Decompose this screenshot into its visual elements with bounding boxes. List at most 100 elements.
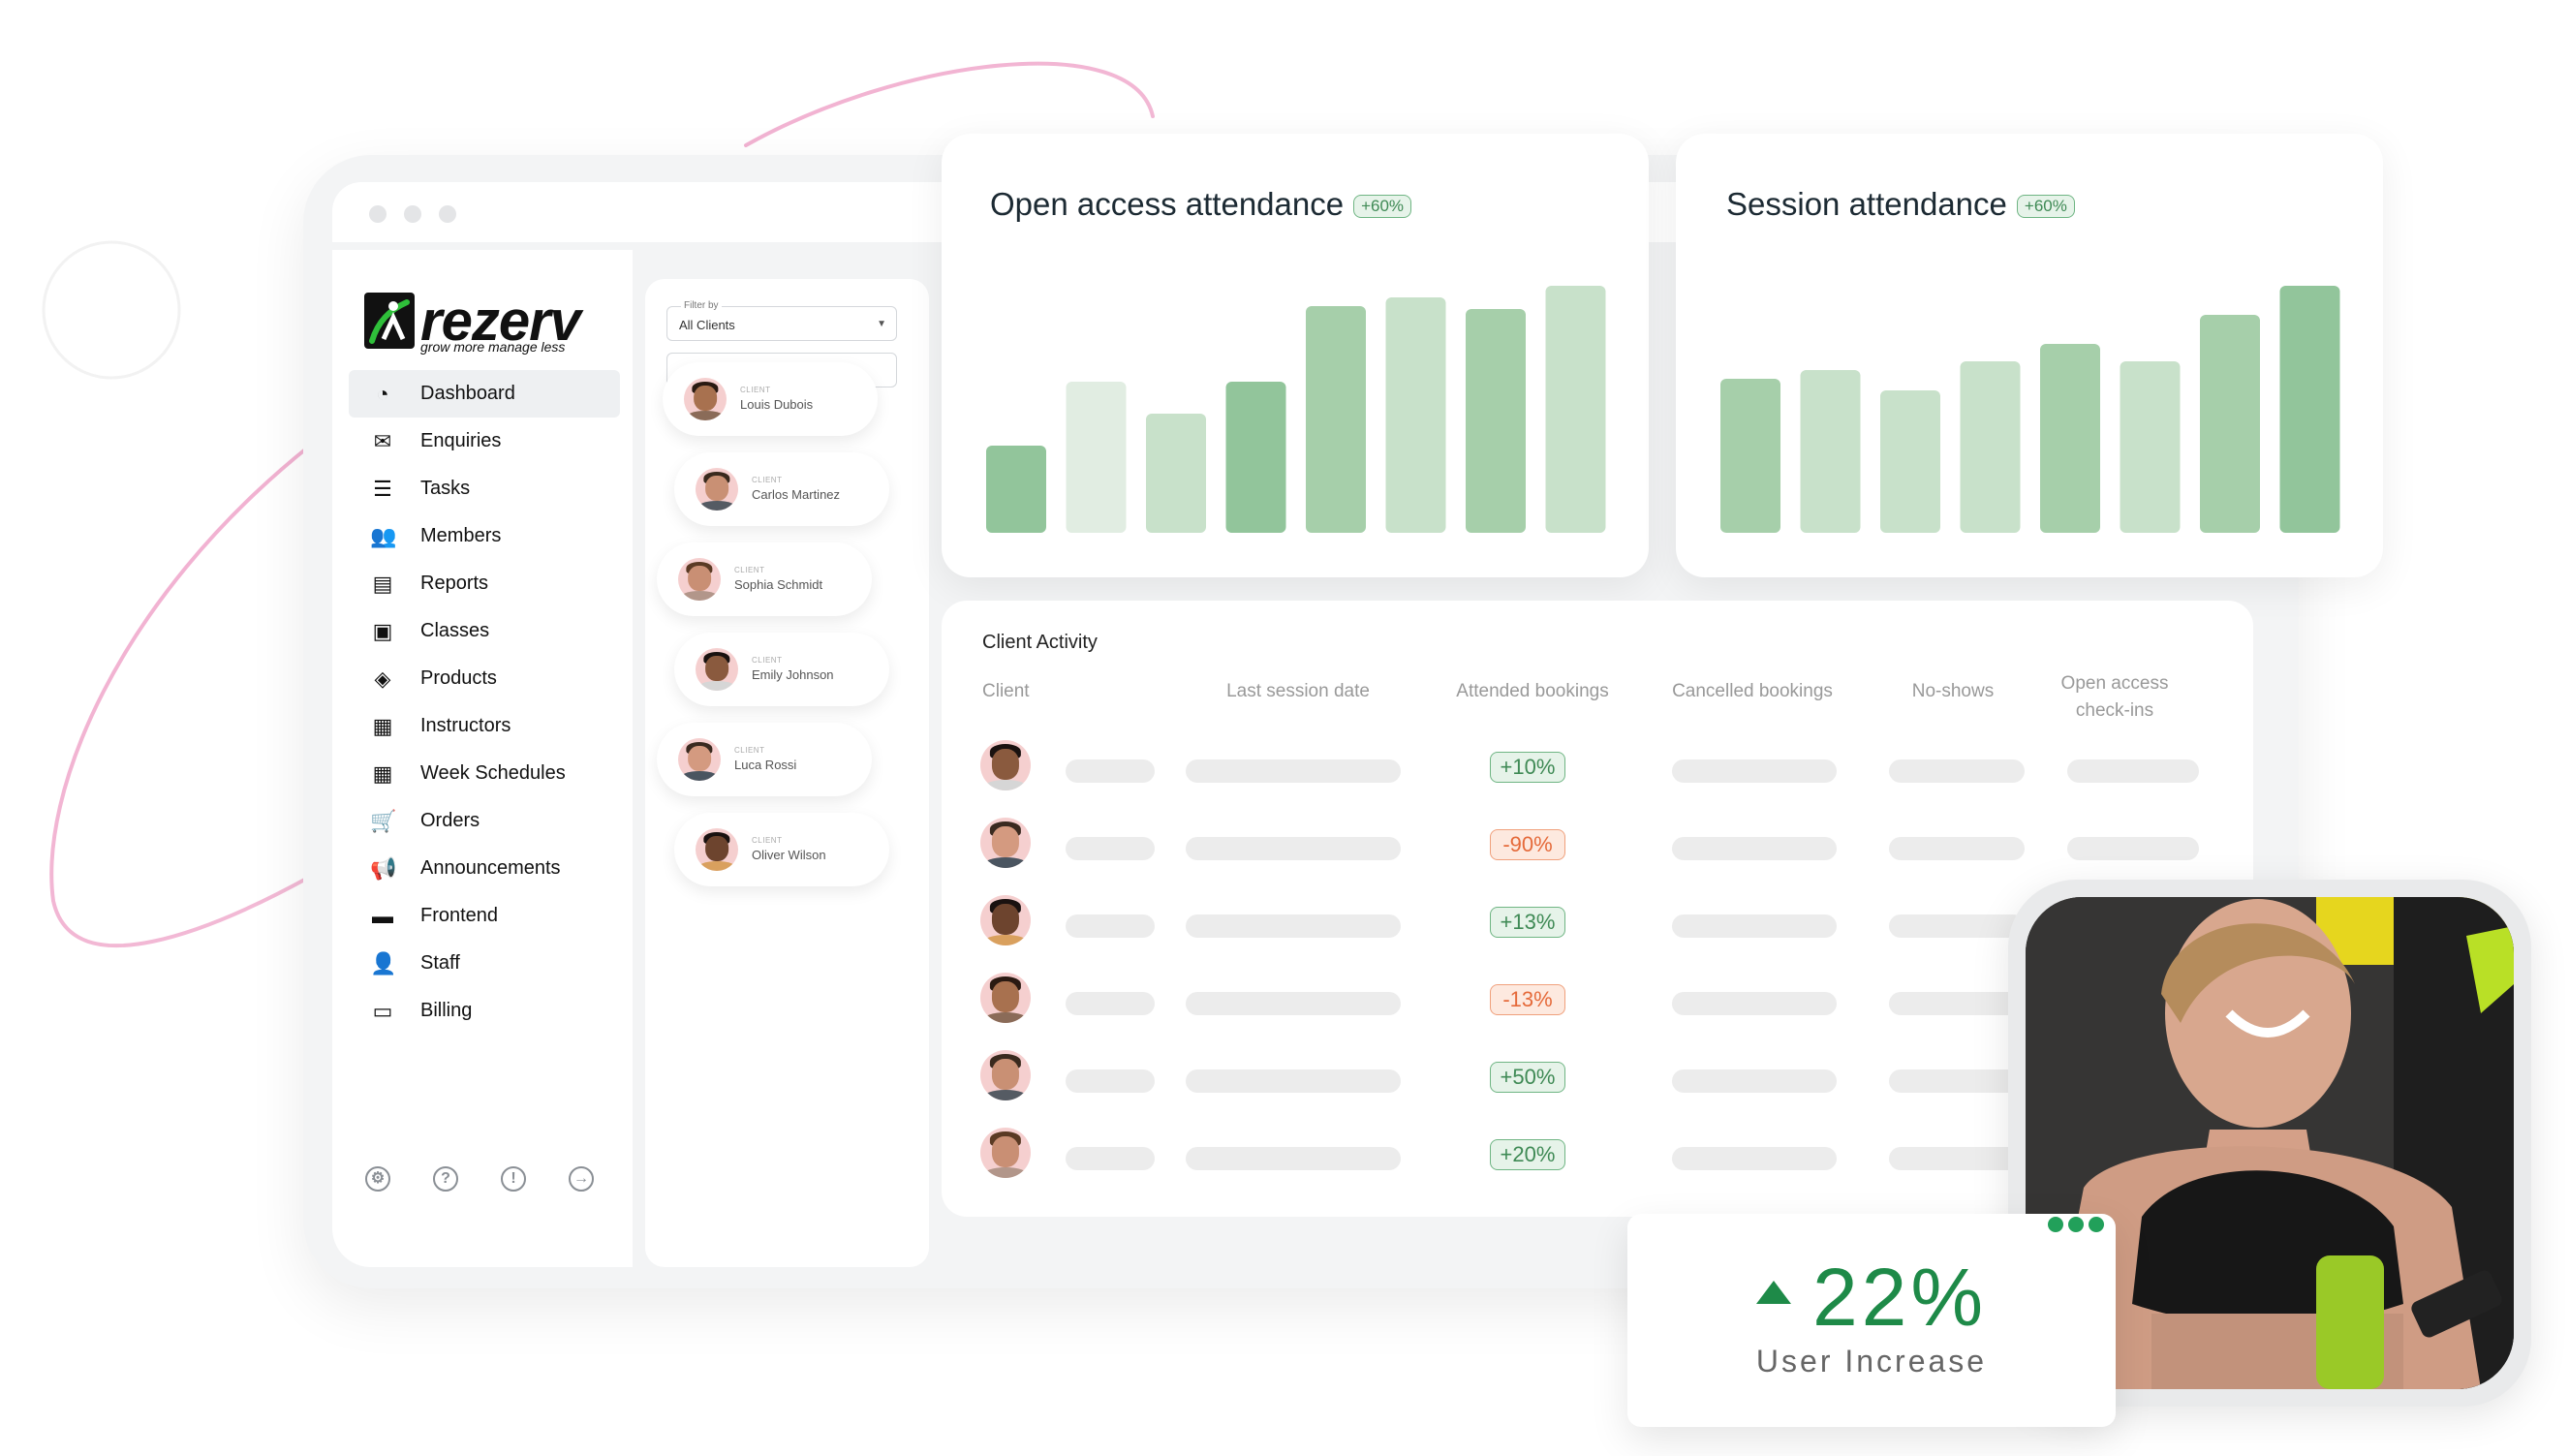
placeholder-bar xyxy=(2067,837,2199,860)
session-chart-card: Session attendance +60% xyxy=(1676,134,2383,577)
placeholder-bar xyxy=(1672,1069,1837,1093)
products-icon: ◈ xyxy=(374,666,391,691)
client-tag: CLIENT xyxy=(734,746,765,755)
table-row[interactable]: +50% xyxy=(942,1044,2253,1102)
client-card[interactable]: CLIENT Luca Rossi xyxy=(657,723,872,796)
placeholder-bar xyxy=(1672,837,1837,860)
chart-bar[interactable] xyxy=(1880,390,1940,533)
chart-bar[interactable] xyxy=(1146,414,1206,533)
window-dot-icon xyxy=(439,205,456,223)
sidebar-item-announcements[interactable]: 📢 Announcements xyxy=(349,845,620,892)
chart-bar[interactable] xyxy=(1800,370,1861,533)
sidebar-item-instructors[interactable]: ▦ Instructors xyxy=(349,702,620,750)
settings-icon[interactable]: ⚙ xyxy=(365,1166,390,1192)
chart-bar[interactable] xyxy=(2200,315,2260,533)
chart-bar[interactable] xyxy=(1225,382,1286,533)
placeholder-bar xyxy=(1186,992,1401,1015)
column-header-client: Client xyxy=(982,681,1030,701)
chart-badge: +60% xyxy=(2016,195,2075,218)
client-card[interactable]: CLIENT Louis Dubois xyxy=(663,362,878,436)
chart-title-text: Session attendance xyxy=(1726,186,2007,222)
placeholder-bar xyxy=(1889,992,2025,1015)
client-card[interactable]: CLIENT Oliver Wilson xyxy=(674,813,889,886)
client-tag: CLIENT xyxy=(752,476,783,484)
sidebar-item-staff[interactable]: 👤 Staff xyxy=(349,940,620,987)
logout-icon[interactable]: → xyxy=(569,1166,594,1192)
chart-bar[interactable] xyxy=(1466,309,1526,533)
placeholder-bar xyxy=(1066,914,1155,938)
sidebar-item-frontend[interactable]: ▬ Frontend xyxy=(349,892,620,940)
sidebar-item-reports[interactable]: ▤ Reports xyxy=(349,560,620,607)
table-row[interactable]: +13% xyxy=(942,889,2253,947)
client-tag: CLIENT xyxy=(752,656,783,665)
chart-bar[interactable] xyxy=(1720,379,1780,533)
chart-bar[interactable] xyxy=(1385,297,1446,533)
filter-select[interactable]: Filter by All Clients ▼ xyxy=(666,300,897,341)
sidebar-footer: ⚙?! → xyxy=(365,1166,594,1192)
client-card[interactable]: CLIENT Emily Johnson xyxy=(674,633,889,706)
sidebar-item-label: Billing xyxy=(420,1000,473,1021)
table-row[interactable]: -13% xyxy=(942,967,2253,1025)
chart-title: Session attendance +60% xyxy=(1726,186,2075,223)
chat-icon: ✉ xyxy=(373,428,392,453)
sidebar-item-label: Tasks xyxy=(420,478,471,499)
filter-value: All Clients xyxy=(679,318,735,332)
sidebar-item-label: Members xyxy=(420,525,502,546)
sidebar-item-dashboard[interactable]: ◔ Dashboard xyxy=(349,370,620,418)
table-row[interactable]: -90% xyxy=(942,812,2253,870)
sidebar-item-classes[interactable]: ▣ Classes xyxy=(349,607,620,655)
chart-bar[interactable] xyxy=(2120,361,2181,533)
sidebar-item-label: Announcements xyxy=(420,857,561,879)
activity-title: Client Activity xyxy=(982,632,1098,653)
sidebar-item-label: Products xyxy=(420,667,497,689)
chart-bar[interactable] xyxy=(1960,361,2021,533)
sidebar-item-orders[interactable]: 🛒 Orders xyxy=(349,797,620,845)
logo-tagline: grow more manage less xyxy=(420,339,566,355)
chart-bar[interactable] xyxy=(1066,382,1127,533)
chart-bar[interactable] xyxy=(1545,286,1606,533)
instructor-icon: ▦ xyxy=(372,713,393,738)
placeholder-bar xyxy=(1186,1069,1401,1093)
more-dots-icon[interactable] xyxy=(2048,1217,2116,1236)
sidebar-item-products[interactable]: ◈ Products xyxy=(349,655,620,702)
chart-title-text: Open access attendance xyxy=(990,186,1345,222)
brand-logo[interactable]: rezerv grow more manage less xyxy=(364,290,597,356)
avatar xyxy=(696,468,738,511)
placeholder-bar xyxy=(1672,914,1837,938)
avatar xyxy=(980,973,1031,1023)
sidebar-item-label: Week Schedules xyxy=(420,762,566,784)
chart-title: Open access attendance +60% xyxy=(990,186,1412,223)
client-card[interactable]: CLIENT Carlos Martinez xyxy=(674,452,889,526)
chart-bar[interactable] xyxy=(1306,306,1366,533)
sidebar-item-label: Enquiries xyxy=(420,430,502,451)
client-card[interactable]: CLIENT Sophia Schmidt xyxy=(657,542,872,616)
user-increase-card: 22% User Increase xyxy=(1627,1214,2116,1427)
avatar xyxy=(696,828,738,871)
table-row[interactable]: +10% xyxy=(942,734,2253,792)
sidebar-item-billing[interactable]: ▭ Billing xyxy=(349,987,620,1035)
sidebar-item-label: Classes xyxy=(420,620,490,641)
column-header-last-session: Last session date xyxy=(1226,681,1370,701)
client-name: Sophia Schmidt xyxy=(734,577,823,592)
info-icon[interactable]: ! xyxy=(501,1166,526,1192)
chart-bar[interactable] xyxy=(2040,344,2100,533)
avatar xyxy=(696,648,738,691)
placeholder-bar xyxy=(1889,759,2025,783)
sidebar-item-week-schedules[interactable]: ▦ Week Schedules xyxy=(349,750,620,797)
client-tag: CLIENT xyxy=(752,836,783,845)
column-header-attended: Attended bookings xyxy=(1456,681,1609,701)
table-row[interactable]: +20% xyxy=(942,1122,2253,1180)
sidebar-item-members[interactable]: 👥 Members xyxy=(349,512,620,560)
chart-bar[interactable] xyxy=(2279,286,2340,533)
placeholder-bar xyxy=(1186,759,1401,783)
sidebar-item-enquiries[interactable]: ✉ Enquiries xyxy=(349,418,620,465)
sidebar-nav: ◔ Dashboard ✉ Enquiries ☰ Tasks 👥 Members ▤ Repor… xyxy=(349,370,620,1035)
chart-bar[interactable] xyxy=(986,446,1046,533)
help-icon[interactable]: ? xyxy=(433,1166,458,1192)
calendar-icon: ▦ xyxy=(372,760,393,786)
placeholder-bar xyxy=(1889,1069,2025,1093)
chart-badge: +60% xyxy=(1353,195,1412,218)
sidebar-item-tasks[interactable]: ☰ Tasks xyxy=(349,465,620,512)
session-chart xyxy=(1720,286,2340,533)
